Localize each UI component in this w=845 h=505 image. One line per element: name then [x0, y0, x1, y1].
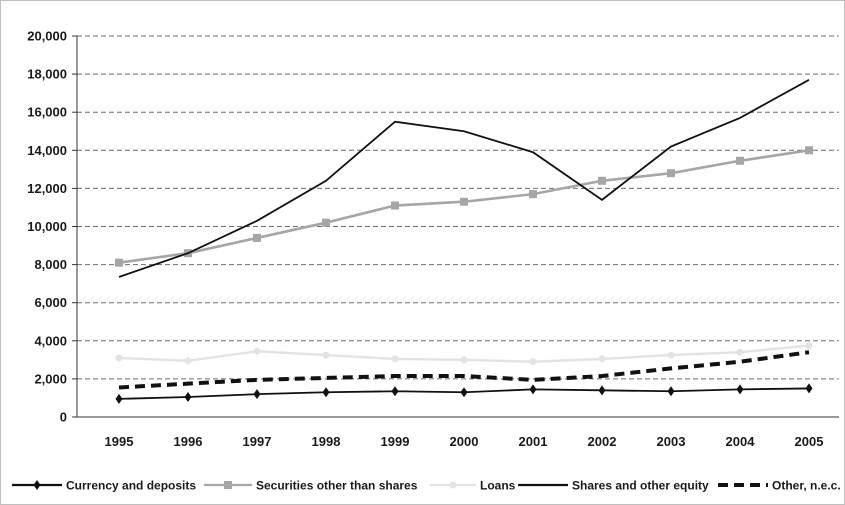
- data-point: [667, 386, 675, 397]
- data-point: [184, 391, 192, 402]
- data-point: [667, 169, 675, 178]
- series-loans: [115, 342, 813, 366]
- series-currency-and-deposits: [115, 383, 813, 404]
- data-point: [736, 384, 744, 395]
- y-tick-label: 0: [60, 410, 67, 425]
- data-point: [115, 258, 123, 267]
- data-point: [805, 146, 813, 155]
- series-other-n-e-c: [118, 350, 810, 390]
- data-point: [460, 387, 468, 398]
- y-tick-label: 18,000: [27, 67, 67, 82]
- data-point: [805, 383, 813, 394]
- data-point: [598, 355, 606, 363]
- x-tick-label: 2003: [657, 434, 686, 449]
- x-tick-label: 1998: [312, 434, 341, 449]
- axes: [72, 35, 839, 418]
- series: [115, 79, 813, 404]
- y-tick-label: 16,000: [27, 105, 67, 120]
- series-securities-other-than-shares: [115, 146, 813, 267]
- legend-label: Other, n.e.c.: [772, 479, 841, 493]
- legend-label: Securities other than shares: [256, 479, 418, 493]
- y-tick-label: 8,000: [34, 257, 67, 272]
- legend-label: Shares and other equity: [572, 479, 709, 493]
- x-tick-label: 2002: [588, 434, 617, 449]
- y-tick-label: 4,000: [34, 333, 67, 348]
- data-point: [391, 386, 399, 397]
- series-shares-and-other-equity: [118, 79, 810, 278]
- x-tick-label: 2000: [450, 434, 479, 449]
- data-point: [391, 201, 399, 210]
- legend-item-currency-and-deposits: Currency and deposits: [12, 479, 196, 493]
- series-line-shares-and-other-equity: [118, 79, 810, 278]
- data-point: [529, 384, 537, 395]
- legend-label: Currency and deposits: [66, 479, 196, 493]
- x-tick-label: 1997: [243, 434, 272, 449]
- data-point: [391, 355, 399, 363]
- y-tick-label: 12,000: [27, 181, 67, 196]
- x-tick-label: 2004: [726, 434, 756, 449]
- data-point: [805, 342, 813, 350]
- y-tick-labels: 0 2,000 4,000 6,000 8,000 10,000 12,000 14,000 1…: [27, 29, 67, 425]
- series-line-other-n-e-c: [118, 350, 810, 390]
- legend-item-shares-and-other-equity: Shares and other equity: [518, 479, 709, 493]
- legend-marker: [224, 481, 232, 489]
- y-tick-label: 20,000: [27, 29, 67, 44]
- x-tick-labels: 1995 1996 1997 1998 1999 2000 2001 2002 2003 2004…: [105, 434, 824, 449]
- data-point: [253, 347, 261, 355]
- x-tick-label: 1996: [174, 434, 203, 449]
- x-tick-label: 1999: [381, 434, 410, 449]
- x-tick-label: 2005: [795, 434, 824, 449]
- legend-item-securities-other-than-shares: Securities other than shares: [204, 479, 418, 493]
- legend: Currency and deposits Securities other th…: [12, 479, 841, 493]
- data-point: [667, 351, 675, 359]
- y-tick-label: 6,000: [34, 295, 67, 310]
- legend-label: Loans: [480, 479, 516, 493]
- data-point: [253, 389, 261, 400]
- legend-item-loans: Loans: [430, 479, 516, 493]
- gridlines: [77, 35, 839, 380]
- data-point: [598, 176, 606, 185]
- data-point: [460, 197, 468, 206]
- legend-marker: [449, 481, 457, 489]
- data-point: [460, 356, 468, 364]
- x-tick-label: 2001: [519, 434, 548, 449]
- data-point: [322, 218, 330, 227]
- y-tick-label: 2,000: [34, 371, 67, 386]
- data-point: [736, 156, 744, 165]
- data-point: [184, 357, 192, 365]
- data-point: [322, 351, 330, 359]
- y-tick-label: 14,000: [27, 143, 67, 158]
- data-point: [736, 348, 744, 356]
- legend-marker: [33, 480, 41, 490]
- data-point: [322, 387, 330, 398]
- data-point: [253, 233, 261, 242]
- y-tick-label: 10,000: [27, 219, 67, 234]
- x-tick-label: 1995: [105, 434, 134, 449]
- data-point: [115, 354, 123, 362]
- data-point: [598, 385, 606, 396]
- data-point: [529, 358, 537, 366]
- legend-item-other-n-e-c: Other, n.e.c.: [718, 479, 841, 493]
- data-point: [115, 393, 123, 404]
- data-point: [529, 190, 537, 199]
